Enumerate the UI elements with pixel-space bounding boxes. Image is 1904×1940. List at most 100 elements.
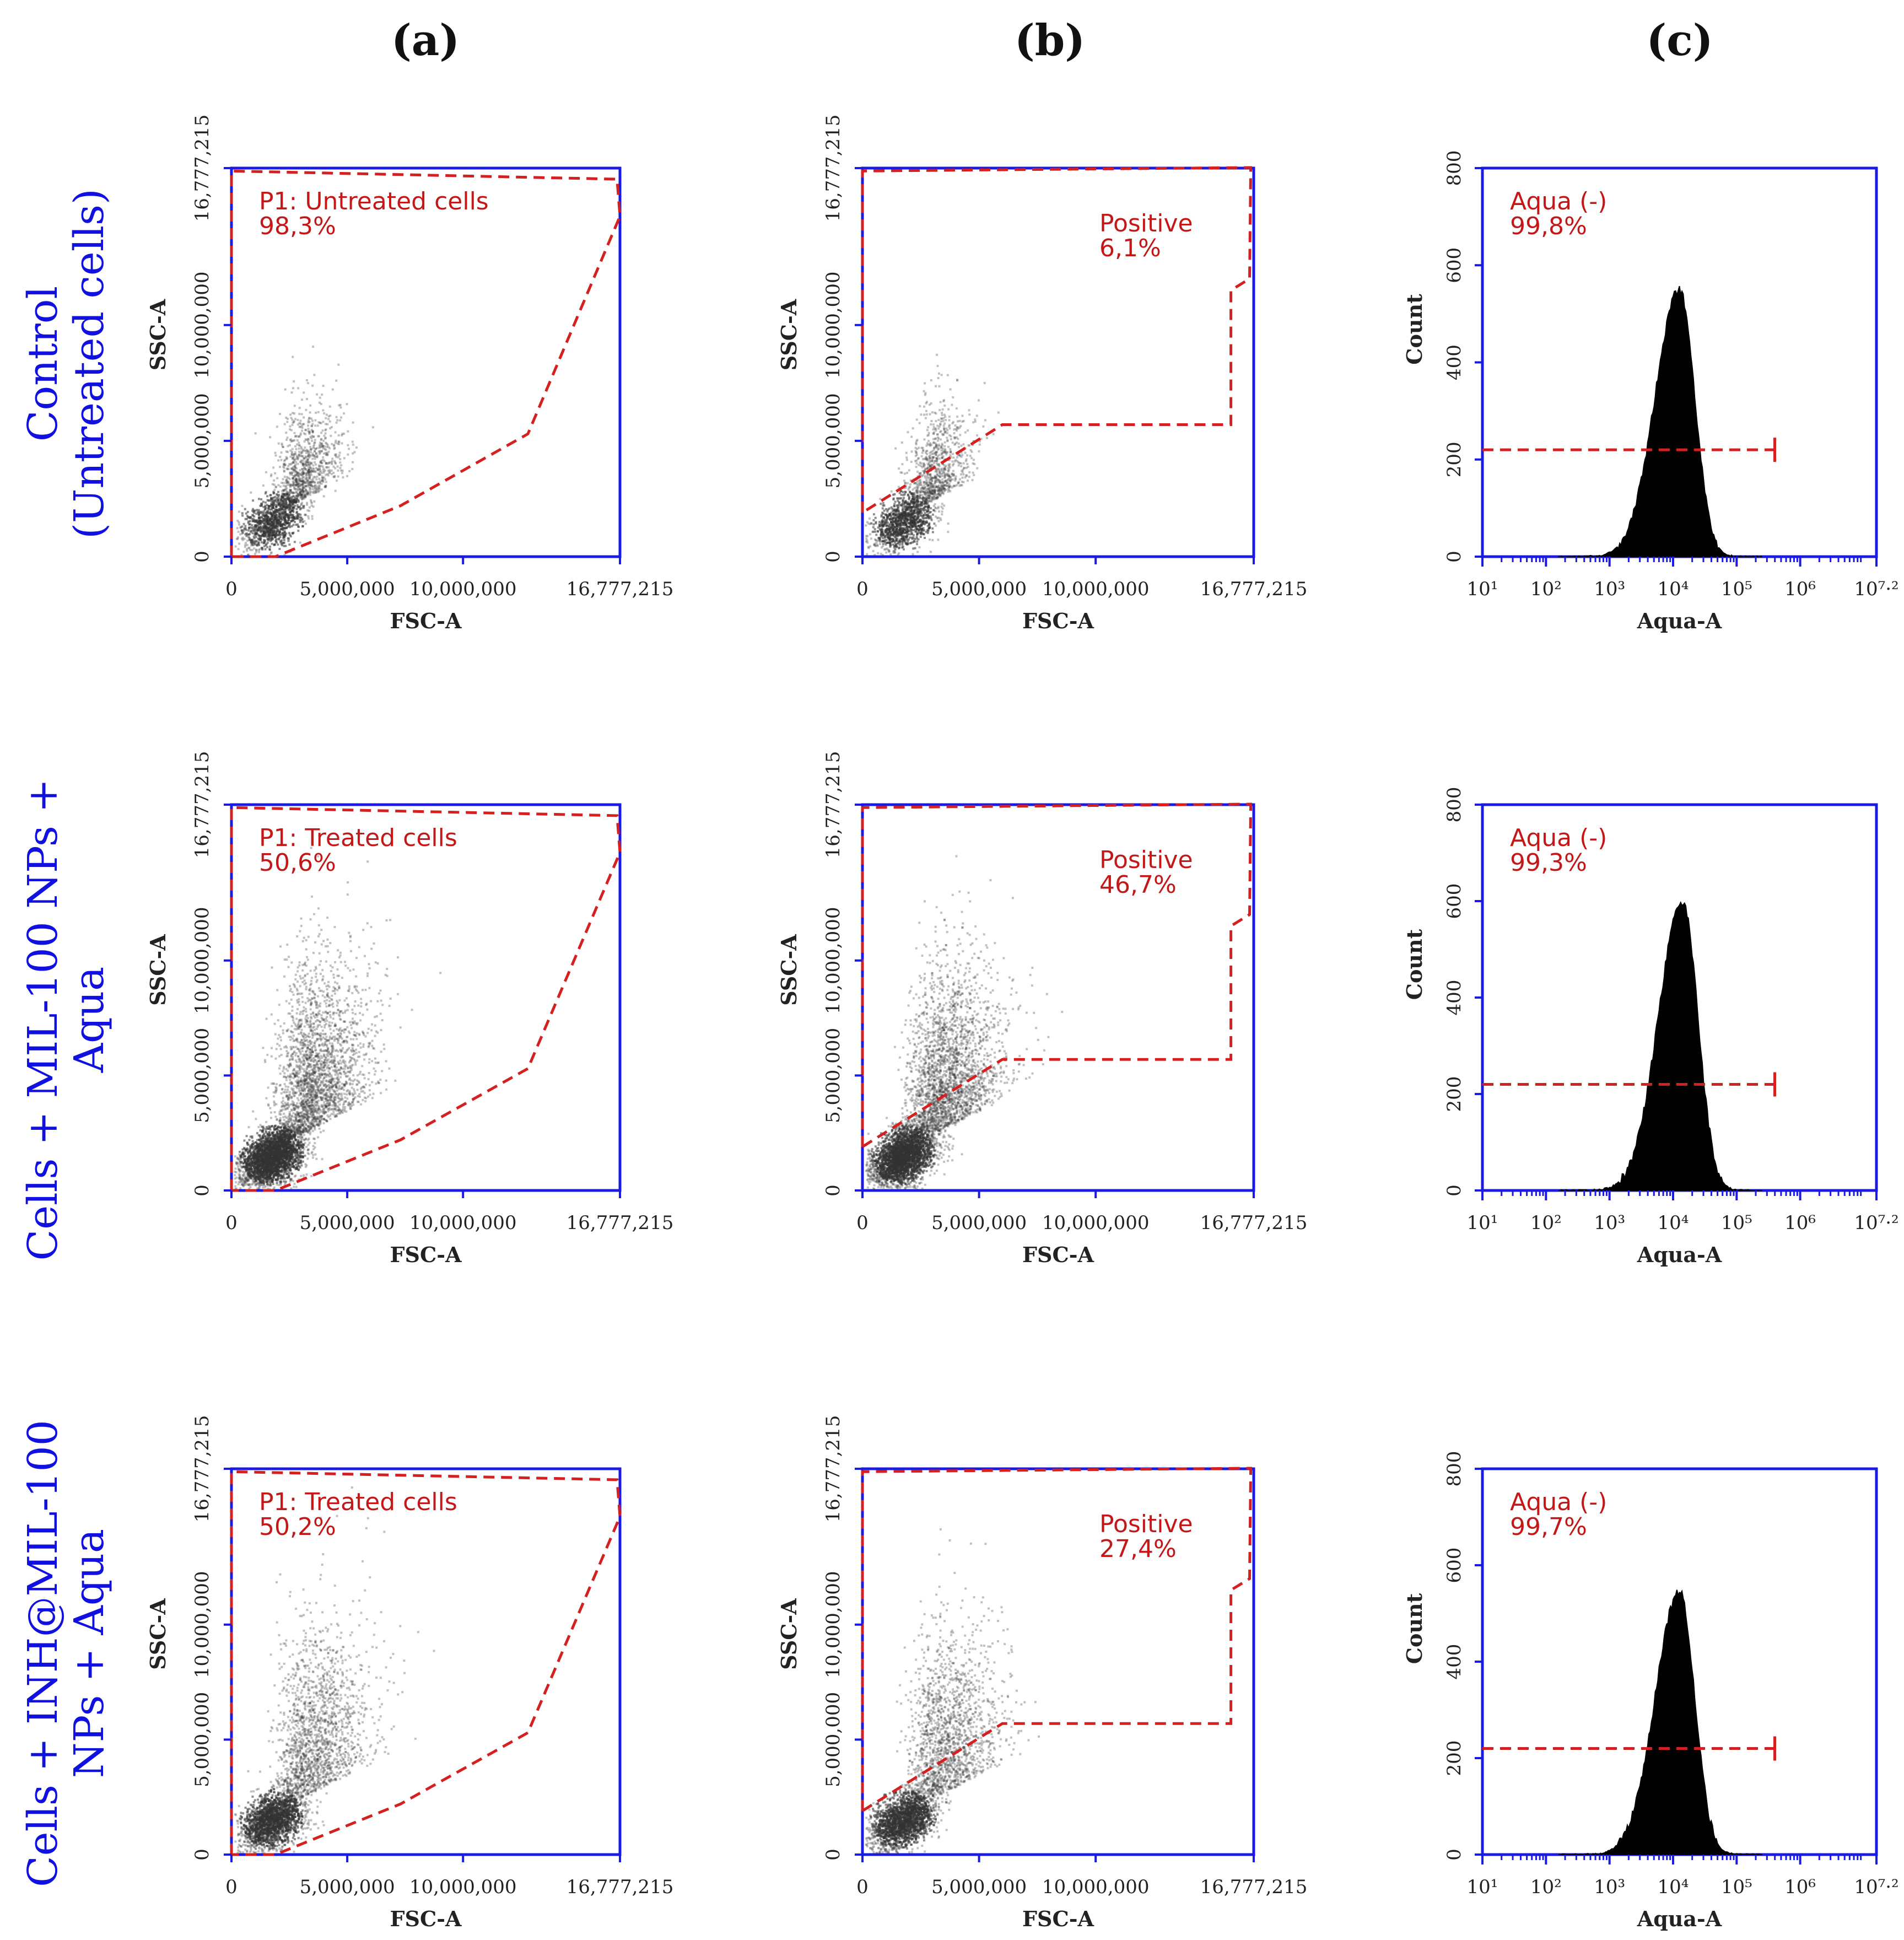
scatter-point bbox=[935, 454, 937, 456]
scatter-point bbox=[299, 422, 302, 425]
scatter-point bbox=[294, 521, 296, 524]
scatter-point bbox=[940, 417, 942, 420]
scatter-point bbox=[928, 511, 931, 514]
scatter-point bbox=[252, 535, 255, 538]
scatter-point bbox=[883, 522, 886, 525]
scatter-point bbox=[292, 484, 294, 487]
scatter-point bbox=[907, 518, 909, 521]
scatter-point bbox=[304, 495, 307, 497]
scatter-point bbox=[341, 470, 344, 472]
scatter-point bbox=[943, 487, 946, 489]
scatter-point bbox=[943, 487, 946, 490]
scatter-point bbox=[285, 457, 288, 460]
scatter-point bbox=[923, 529, 925, 532]
scatter-point bbox=[876, 545, 879, 547]
scatter-point bbox=[312, 445, 315, 448]
scatter-point bbox=[939, 430, 942, 433]
scatter-point bbox=[319, 461, 322, 464]
scatter-point bbox=[956, 436, 958, 439]
scatter-point bbox=[954, 484, 957, 487]
scatter-point bbox=[875, 521, 877, 524]
scatter-point bbox=[309, 487, 311, 489]
scatter-point bbox=[301, 489, 304, 492]
scatter-point bbox=[313, 374, 316, 376]
scatter-point bbox=[321, 472, 323, 475]
scatter-point bbox=[947, 467, 950, 470]
scatter-point bbox=[302, 449, 305, 451]
scatter-point bbox=[323, 486, 326, 488]
scatter-point bbox=[926, 450, 929, 452]
scatter-point bbox=[279, 466, 282, 468]
scatter-point bbox=[298, 453, 300, 456]
scatter-point bbox=[903, 506, 906, 509]
scatter-point bbox=[961, 420, 964, 423]
scatter-point bbox=[281, 515, 284, 518]
scatter-point bbox=[916, 488, 919, 491]
scatter-point bbox=[324, 486, 327, 489]
scatter-point bbox=[927, 426, 930, 429]
scatter-point bbox=[292, 532, 294, 535]
scatter-point bbox=[301, 521, 304, 524]
scatter-point bbox=[285, 450, 288, 453]
scatter-point bbox=[316, 468, 319, 471]
scatter-point bbox=[946, 429, 949, 432]
scatter-point bbox=[308, 468, 310, 471]
scatter-point bbox=[941, 408, 944, 411]
scatter-point bbox=[926, 488, 929, 491]
scatter-point bbox=[274, 536, 277, 539]
scatter-point bbox=[289, 463, 292, 466]
scatter-point bbox=[916, 543, 918, 546]
scatter-point bbox=[309, 466, 312, 469]
scatter-point bbox=[947, 522, 950, 525]
scatter-point bbox=[256, 524, 258, 527]
scatter-point bbox=[254, 432, 257, 435]
scatter-point bbox=[968, 471, 971, 473]
scatter-point bbox=[237, 1183, 240, 1185]
scatter-point bbox=[332, 444, 335, 447]
scatter-point bbox=[289, 483, 292, 486]
scatter-point bbox=[969, 455, 972, 457]
scatter-point bbox=[333, 1055, 336, 1058]
scatter-point bbox=[306, 492, 309, 495]
scatter-point bbox=[272, 525, 274, 528]
scatter-point bbox=[239, 1151, 241, 1153]
scatter-point bbox=[938, 465, 941, 467]
scatter-point bbox=[953, 443, 956, 446]
scatter-point bbox=[240, 529, 243, 531]
scatter-point bbox=[299, 521, 301, 523]
scatter-point bbox=[935, 385, 937, 387]
scatter-point bbox=[311, 895, 314, 898]
scatter-point bbox=[906, 503, 909, 505]
scatter-point bbox=[982, 425, 985, 428]
scatter-point bbox=[936, 485, 938, 488]
scatter-point bbox=[874, 516, 877, 519]
scatter-point bbox=[904, 526, 907, 529]
scatter-point bbox=[928, 462, 930, 465]
scatter-point bbox=[888, 550, 891, 553]
scatter-point bbox=[921, 470, 924, 472]
scatter-point bbox=[918, 483, 920, 486]
scatter-point bbox=[258, 512, 261, 515]
scatter-point bbox=[336, 465, 339, 468]
scatter-point bbox=[934, 492, 937, 494]
scatter-point bbox=[310, 502, 313, 504]
scatter-point bbox=[923, 506, 926, 509]
scatter-point bbox=[259, 522, 262, 525]
scatter-point bbox=[302, 492, 305, 494]
scatter-point bbox=[918, 546, 921, 549]
scatter-point bbox=[291, 454, 294, 456]
scatter-point bbox=[267, 520, 270, 523]
scatter-point bbox=[288, 522, 291, 525]
scatter-point bbox=[899, 540, 901, 543]
scatter-point bbox=[316, 454, 319, 457]
scatter-point bbox=[922, 450, 925, 452]
scatter-point bbox=[925, 498, 927, 501]
scatter-point bbox=[300, 479, 303, 482]
scatter-point bbox=[327, 415, 330, 418]
scatter-point bbox=[274, 486, 277, 488]
scatter-point bbox=[287, 498, 289, 500]
scatter-point bbox=[288, 428, 291, 431]
scatter-point bbox=[320, 465, 322, 467]
scatter-point bbox=[875, 542, 878, 545]
scatter-point bbox=[934, 480, 937, 483]
